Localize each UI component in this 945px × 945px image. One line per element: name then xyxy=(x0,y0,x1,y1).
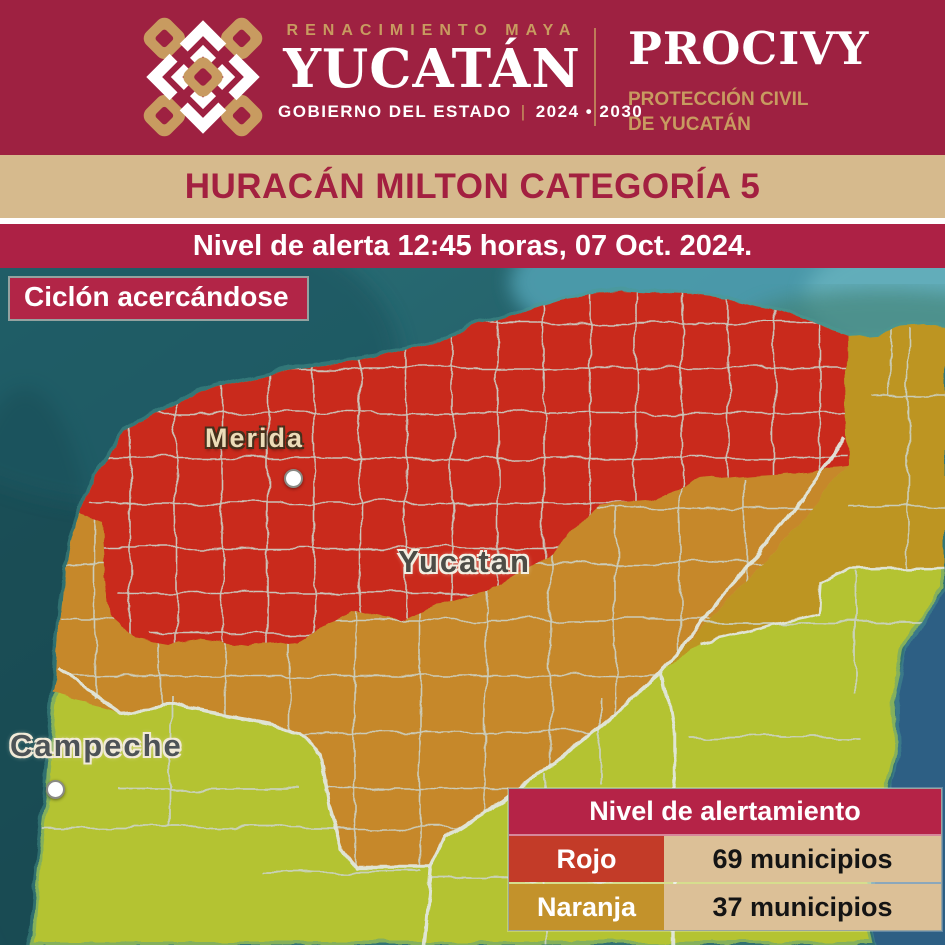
header-divider xyxy=(594,28,596,126)
legend-level-rojo: Rojo xyxy=(509,836,664,882)
alert-level-text: Nivel de alerta 12:45 horas, 07 Oct. 202… xyxy=(192,229,753,262)
red-alert-region xyxy=(80,292,848,645)
state-borders xyxy=(56,438,945,945)
government-line: GOBIERNO DEL ESTADO | 2024 • 2030 xyxy=(278,102,642,122)
mustard-alert-region xyxy=(663,324,945,673)
government-label: GOBIERNO DEL ESTADO xyxy=(278,102,512,122)
cyclone-status-box: Ciclón acercándose xyxy=(8,276,309,321)
header-bar: RENACIMIENTO MAYA YUCATÁN GOBIERNO DEL E… xyxy=(0,0,945,155)
agency-block: PROCIVY PROTECCIÓN CIVIL DE YUCATÁN xyxy=(628,22,869,137)
agency-subtitle: PROTECCIÓN CIVIL DE YUCATÁN xyxy=(628,88,869,137)
hurricane-title-band: HURACÁN MILTON CATEGORÍA 5 xyxy=(0,155,945,218)
merida-city-dot xyxy=(284,469,303,488)
campeche-city-dot xyxy=(46,780,65,799)
yucatan-maya-logo-icon xyxy=(143,17,263,137)
period-label: 2024 • 2030 xyxy=(535,102,644,122)
separator: | xyxy=(520,102,527,122)
legend-count-rojo: 69 municipios xyxy=(664,836,941,882)
agency-name: PROCIVY xyxy=(628,22,870,75)
legend-level-naranja: Naranja xyxy=(509,884,664,930)
state-brand: RENACIMIENTO MAYA YUCATÁN GOBIERNO DEL E… xyxy=(278,22,642,122)
merida-label: Merida xyxy=(205,423,305,453)
yucatan-state-label: Yucatan xyxy=(398,544,531,579)
cyclone-status-text: Ciclón acercándose xyxy=(24,281,289,312)
agency-subtitle-line2: DE YUCATÁN xyxy=(628,113,751,135)
state-name: YUCATÁN xyxy=(283,38,581,100)
alert-map: Ciclón acercándose Merida Yucatan Campec… xyxy=(0,268,945,945)
legend-row-red: Rojo 69 municipios xyxy=(509,836,941,882)
band-separator xyxy=(0,218,945,224)
legend-row-naranja: Naranja 37 municipios xyxy=(509,882,941,930)
brand-tagline: RENACIMIENTO MAYA xyxy=(286,22,578,39)
alert-legend: Nivel de alertamiento Rojo 69 municipios… xyxy=(508,788,942,931)
legend-count-naranja: 37 municipios xyxy=(664,884,941,930)
orange-alert-region xyxy=(52,468,848,868)
hurricane-title: HURACÁN MILTON CATEGORÍA 5 xyxy=(184,166,761,206)
alert-level-band: Nivel de alerta 12:45 horas, 07 Oct. 202… xyxy=(0,224,945,268)
campeche-label: Campeche xyxy=(10,728,183,763)
agency-subtitle-line1: PROTECCIÓN CIVIL xyxy=(628,89,809,110)
legend-title: Nivel de alertamiento xyxy=(509,789,941,836)
